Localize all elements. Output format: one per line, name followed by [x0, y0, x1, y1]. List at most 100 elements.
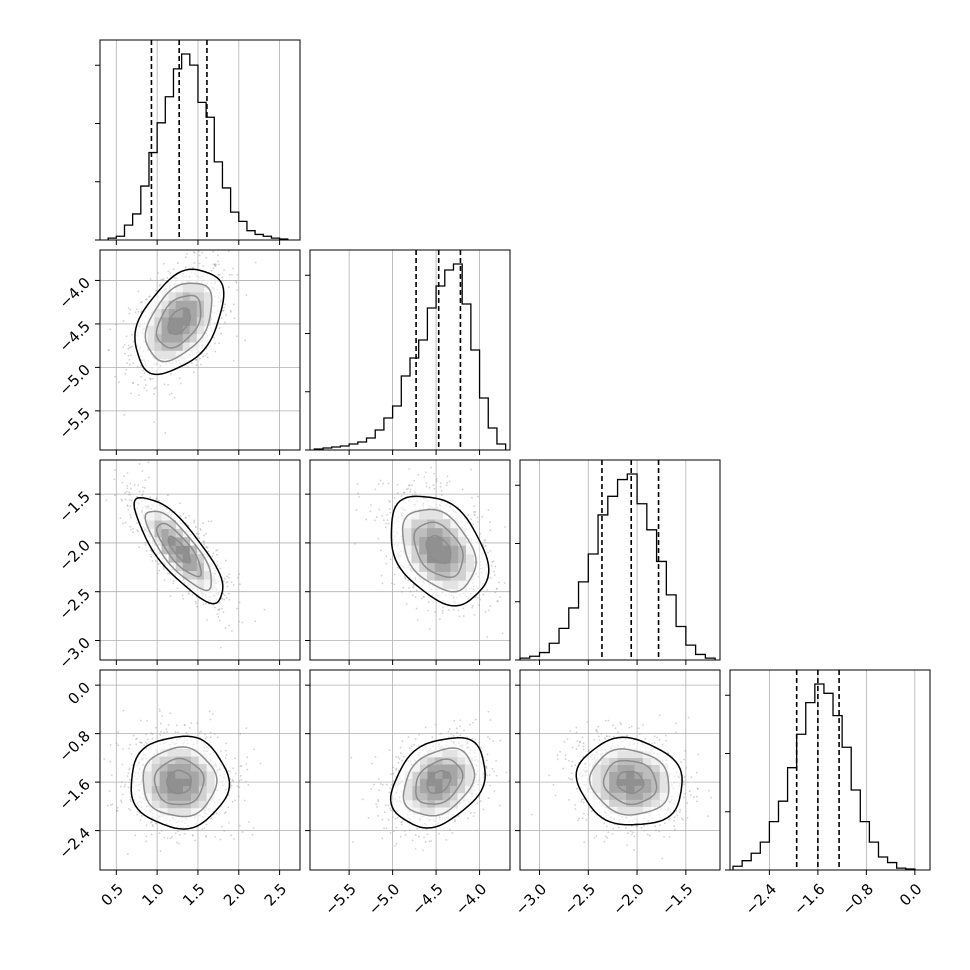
scatter-point: [134, 738, 137, 741]
scatter-point: [411, 839, 414, 842]
scatter-point: [194, 526, 197, 528]
scatter-point: [427, 601, 430, 603]
density-panel-2: [305, 459, 511, 665]
scatter-point: [192, 251, 195, 253]
scatter-point: [238, 824, 241, 827]
scatter-point: [496, 599, 499, 602]
scatter-point: [227, 821, 230, 824]
scatter-point: [385, 827, 388, 830]
scatter-point: [438, 832, 440, 835]
scatter-point: [129, 308, 132, 311]
scatter-point: [127, 344, 130, 347]
scatter-point: [423, 476, 426, 478]
scatter-point: [453, 819, 456, 822]
scatter-point: [205, 834, 207, 837]
scatter-point: [141, 470, 144, 472]
scatter-point: [476, 495, 479, 498]
scatter-point: [128, 358, 131, 361]
scatter-point: [413, 479, 415, 482]
scatter-point: [446, 481, 449, 484]
scatter-point: [216, 613, 219, 616]
scatter-point: [403, 829, 406, 832]
scatter-point: [383, 811, 386, 814]
panel-frame: [99, 459, 301, 661]
scatter-point: [245, 763, 248, 766]
scatter-point: [129, 800, 132, 803]
scatter-point: [385, 522, 387, 525]
scatter-point: [482, 593, 485, 596]
scatter-point: [163, 731, 166, 734]
scatter-point: [470, 468, 472, 471]
scatter-point: [144, 384, 147, 386]
scatter-point: [183, 724, 186, 726]
scatter-point: [384, 526, 387, 529]
scatter-point: [431, 736, 434, 738]
scatter-point: [210, 817, 213, 820]
scatter-point: [203, 540, 206, 543]
scatter-point: [163, 383, 166, 386]
scatter-point: [487, 551, 489, 554]
scatter-point: [125, 490, 128, 493]
contour-3: [133, 496, 224, 605]
scatter-point: [132, 362, 135, 364]
scatter-point: [397, 761, 400, 764]
scatter-point: [223, 598, 226, 601]
scatter-point: [198, 254, 201, 257]
scatter-point: [145, 298, 148, 301]
scatter-point: [166, 494, 169, 497]
scatter-point: [195, 364, 198, 367]
scatter-point: [222, 592, 225, 595]
density-panel-3: [95, 669, 301, 875]
scatter-point: [158, 832, 161, 835]
scatter-point: [467, 514, 470, 517]
scatter-point: [172, 580, 175, 583]
scatter-point: [129, 354, 132, 357]
scatter-point: [162, 262, 165, 265]
contour-3: [130, 735, 231, 830]
scatter-point: [371, 762, 373, 765]
scatter-point: [125, 368, 128, 371]
scatter-point: [225, 581, 228, 584]
scatter-point: [146, 389, 148, 392]
scatter-point: [432, 472, 435, 475]
scatter-point: [213, 264, 216, 267]
scatter-point: [495, 760, 497, 762]
scatter-point: [124, 372, 127, 375]
scatter-point: [375, 803, 378, 805]
scatter-point: [516, 791, 518, 793]
scatter-point: [128, 363, 131, 366]
scatter-point: [380, 514, 383, 517]
scatter-point: [194, 600, 197, 603]
scatter-point: [389, 832, 392, 834]
scatter-point: [214, 350, 217, 353]
scatter-point: [113, 478, 116, 481]
scatter-point: [441, 612, 444, 614]
scatter-point: [136, 365, 139, 368]
scatter-point: [488, 774, 491, 776]
scatter-point: [120, 781, 123, 783]
scatter-point: [168, 393, 171, 396]
scatter-point: [137, 530, 139, 533]
scatter-point: [137, 290, 140, 293]
scatter-point: [448, 480, 451, 483]
scatter-point: [408, 829, 411, 832]
scatter-point: [490, 565, 493, 567]
scatter-point: [129, 809, 132, 811]
scatter-point: [236, 289, 238, 291]
scatter-point: [471, 496, 473, 499]
scatter-point: [135, 743, 138, 746]
scatter-point: [111, 803, 114, 806]
scatter-point: [184, 266, 187, 269]
scatter-point: [425, 482, 428, 485]
scatter-point: [512, 766, 514, 768]
scatter-point: [408, 467, 411, 470]
scatter-point: [173, 396, 176, 399]
scatter-point: [503, 581, 506, 584]
scatter-point: [204, 737, 207, 740]
scatter-point: [179, 515, 182, 517]
scatter-point: [459, 725, 461, 728]
scatter-point: [174, 731, 177, 734]
scatter-point: [109, 328, 112, 331]
scatter-point: [394, 818, 397, 820]
panel-frame: [99, 39, 301, 241]
